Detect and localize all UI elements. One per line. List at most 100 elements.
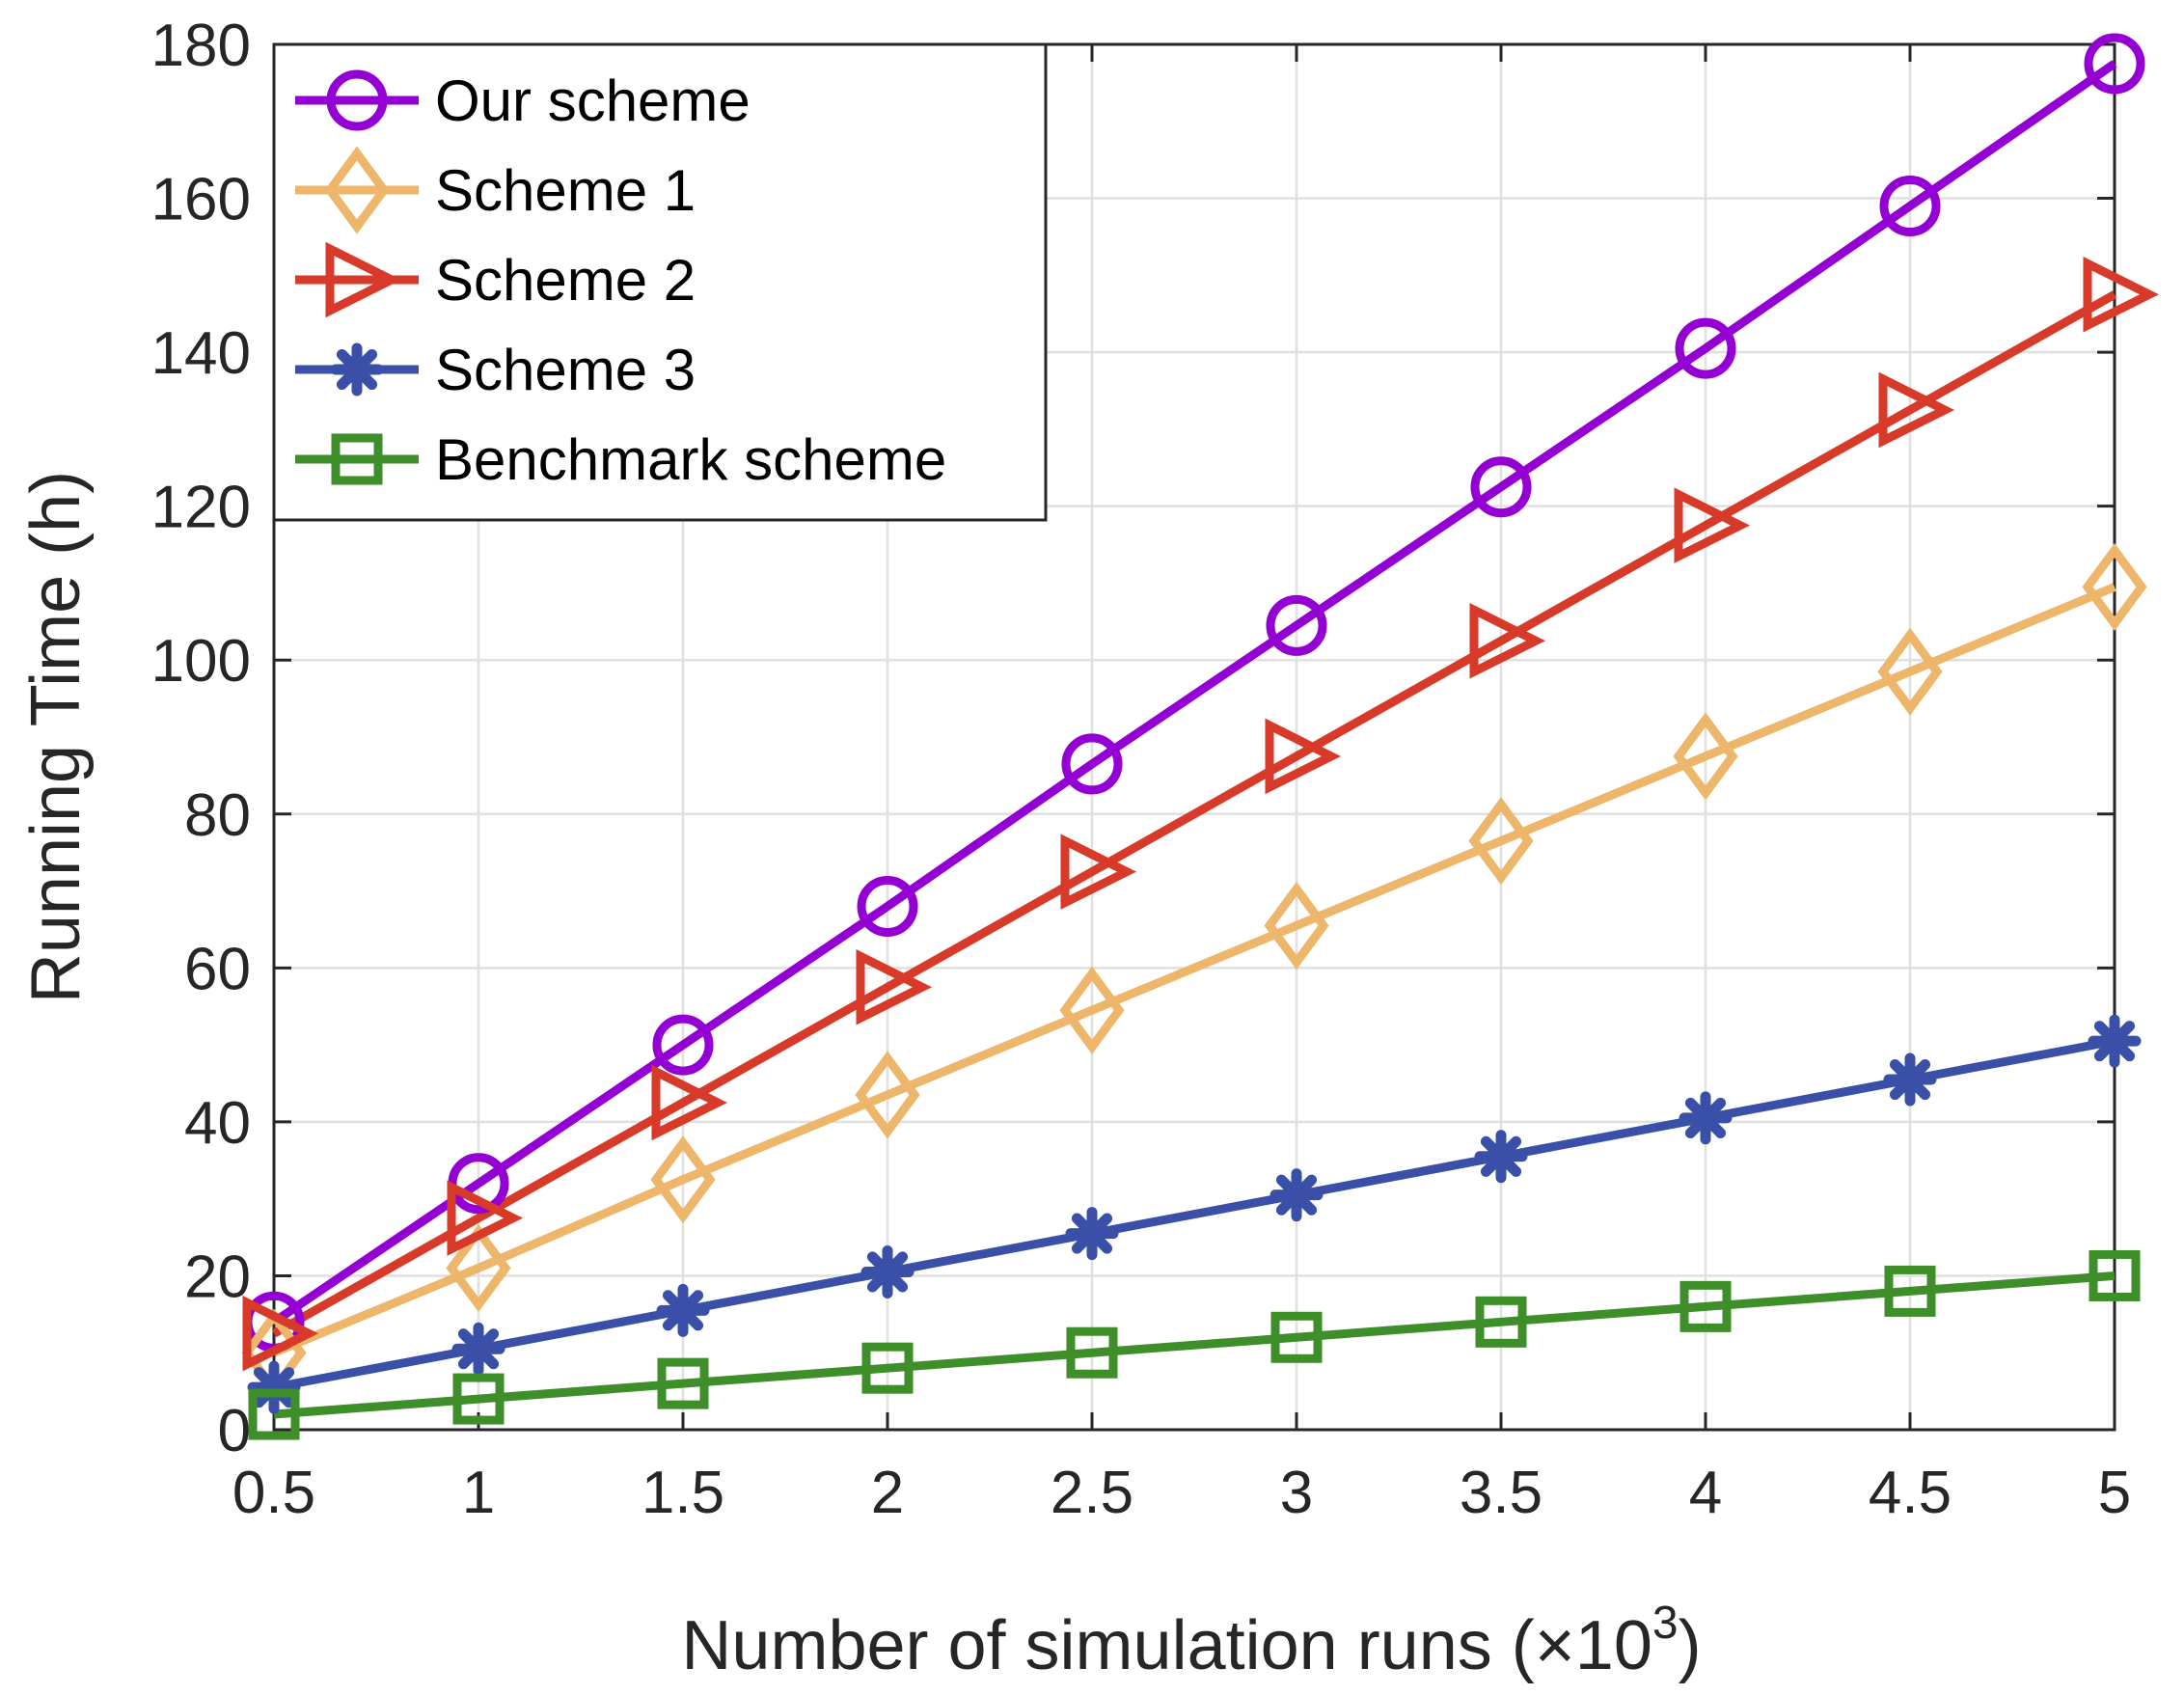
data-point-benchmark-scheme — [1475, 1296, 1527, 1348]
data-point-scheme-2 — [651, 1064, 728, 1141]
data-point-scheme-3 — [1679, 1091, 1733, 1145]
series-line-our-scheme — [271, 60, 2117, 1326]
data-point-scheme-3 — [1474, 1130, 1528, 1184]
data-point-scheme-1 — [855, 1051, 920, 1139]
data-point-scheme-2 — [1878, 371, 1955, 449]
legend-label-our-scheme: Our scheme — [435, 68, 751, 133]
data-point-benchmark-scheme — [1884, 1265, 1936, 1317]
x-tick-label: 3 — [1280, 1460, 1313, 1526]
y-tick-label: 20 — [184, 1244, 251, 1310]
y-tick-label: 180 — [151, 13, 251, 79]
legend-marker-scheme-3 — [330, 342, 384, 396]
data-point-scheme-1 — [1059, 966, 1125, 1054]
y-axis-title: Running Time (h) — [17, 471, 95, 1003]
data-point-our-scheme — [1675, 317, 1736, 379]
data-point-scheme-1 — [650, 1135, 716, 1224]
data-point-our-scheme — [857, 876, 918, 938]
x-tick-label: 4.5 — [1869, 1460, 1952, 1526]
data-point-benchmark-scheme — [1066, 1326, 1118, 1379]
data-point-scheme-3 — [2088, 1014, 2142, 1068]
data-point-scheme-2 — [1674, 487, 1751, 563]
axes — [272, 42, 2116, 1432]
series-line-benchmark-scheme — [273, 1271, 2116, 1419]
tick-labels: 0.5 1 1.5 2 2.5 3 3.5 4 4.5 5 0 20 40 60 80 100 120 140 16… — [151, 13, 2132, 1526]
x-tick-label: 4 — [1689, 1460, 1722, 1526]
plot-frame — [272, 42, 2116, 1432]
data-point-benchmark-scheme — [861, 1342, 914, 1394]
data-point-benchmark-scheme — [1679, 1280, 1732, 1332]
data-point-scheme-1 — [1468, 797, 1534, 886]
x-tick-label: 5 — [2098, 1460, 2131, 1526]
y-tick-label: 60 — [184, 936, 251, 1002]
series-line-scheme-1 — [272, 583, 2116, 1357]
data-point-scheme-1 — [1673, 712, 1738, 801]
star-marker-stroke — [457, 1328, 500, 1370]
data-point-benchmark-scheme — [2088, 1249, 2141, 1301]
data-point-our-scheme — [1266, 594, 1327, 656]
y-tick-label: 80 — [184, 782, 251, 849]
data-point-scheme-2 — [1060, 834, 1137, 910]
data-point-our-scheme — [1879, 176, 1941, 237]
legend: Our scheme Scheme 1 Scheme 2 Scheme 3 Benchm… — [272, 42, 1048, 522]
star-marker-stroke — [1275, 1174, 1318, 1216]
data-point-scheme-3 — [451, 1322, 505, 1376]
data-point-scheme-3 — [1065, 1207, 1119, 1261]
data-point-benchmark-scheme — [452, 1373, 505, 1425]
y-tick-label: 40 — [184, 1090, 251, 1157]
data-point-scheme-1 — [1877, 627, 1943, 716]
series-line-scheme-3 — [273, 1036, 2116, 1392]
star-marker-stroke — [662, 1290, 704, 1331]
data-point-scheme-3 — [1269, 1168, 1324, 1222]
legend-label-benchmark-scheme: Benchmark scheme — [435, 427, 946, 492]
data-point-benchmark-scheme — [248, 1388, 300, 1440]
data-point-our-scheme — [1470, 456, 1532, 518]
data-point-scheme-2 — [1265, 718, 1342, 795]
legend-label-scheme-2: Scheme 2 — [435, 248, 696, 313]
x-tick-label: 2.5 — [1051, 1460, 1133, 1526]
data-point-our-scheme — [1061, 733, 1123, 795]
x-tick-label: 1 — [462, 1460, 495, 1526]
data-point-scheme-1 — [446, 1223, 511, 1313]
y-tick-label: 160 — [151, 167, 251, 233]
data-point-benchmark-scheme — [1270, 1311, 1323, 1363]
data-point-scheme-1 — [2082, 542, 2147, 632]
x-tick-label: 1.5 — [642, 1460, 724, 1526]
x-tick-label: 3.5 — [1460, 1460, 1542, 1526]
star-marker-stroke — [1889, 1058, 1931, 1101]
data-point-scheme-3 — [1883, 1053, 1937, 1107]
marker-group — [241, 33, 2160, 1440]
y-tick-label: 120 — [151, 475, 251, 541]
legend-marker-our-scheme — [326, 69, 388, 131]
legend-label-scheme-3: Scheme 3 — [435, 338, 696, 402]
data-point-scheme-2 — [242, 1295, 319, 1372]
data-point-scheme-3 — [247, 1360, 301, 1414]
data-point-benchmark-scheme — [657, 1357, 709, 1409]
data-point-our-scheme — [652, 1014, 714, 1076]
star-marker-stroke — [1684, 1097, 1727, 1138]
x-tick-label: 0.5 — [232, 1460, 315, 1526]
legend-label-scheme-1: Scheme 1 — [435, 158, 696, 223]
data-point-scheme-2 — [447, 1180, 524, 1256]
legend-marker-scheme-1 — [324, 146, 390, 234]
data-point-scheme-3 — [860, 1244, 915, 1299]
y-tick-label: 100 — [151, 628, 251, 695]
legend-marker-benchmark-scheme — [331, 433, 383, 485]
star-marker-stroke — [1071, 1213, 1113, 1254]
x-axis-title: Number of simulation runs (×103) — [681, 1598, 1701, 1684]
series-line-scheme-2 — [271, 290, 2117, 1338]
data-point-scheme-2 — [2083, 256, 2160, 333]
star-marker-stroke — [336, 348, 378, 391]
legend-marker-scheme-2 — [325, 241, 402, 318]
data-point-scheme-3 — [656, 1283, 710, 1337]
y-tick-label: 0 — [218, 1398, 251, 1464]
data-point-scheme-1 — [1264, 881, 1329, 971]
y-tick-label: 140 — [151, 320, 251, 387]
star-marker-stroke — [1480, 1135, 1522, 1177]
data-point-scheme-2 — [1469, 602, 1546, 679]
star-marker-stroke — [2093, 1021, 2136, 1062]
series-group — [271, 60, 2117, 1419]
data-point-scheme-2 — [856, 948, 933, 1025]
data-point-our-scheme — [2084, 33, 2145, 95]
x-tick-label: 2 — [871, 1460, 904, 1526]
